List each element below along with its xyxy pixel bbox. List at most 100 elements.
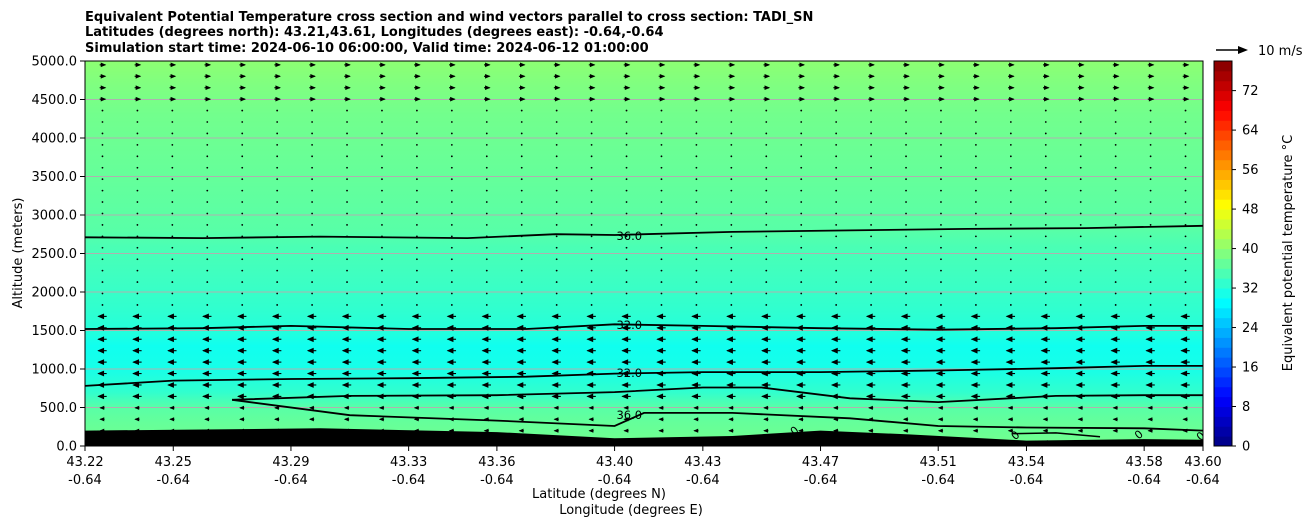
x-tick-label-lon: -0.64: [1010, 473, 1044, 488]
wind-vector-head: [798, 417, 804, 422]
wind-vector-head: [799, 73, 806, 79]
wind-vector-head: [202, 382, 209, 388]
quiver-key: 10 m/s: [1216, 44, 1303, 59]
wind-vector: [765, 109, 768, 112]
wind-vector-head: [1040, 347, 1048, 354]
wind-vector-head: [621, 336, 629, 343]
wind-vector-head: [656, 324, 664, 331]
wind-vector-head: [659, 85, 666, 91]
colorbar-tick-label: 40: [1242, 242, 1259, 257]
wind-vector: [660, 178, 663, 181]
wind-vector: [905, 178, 907, 181]
wind-vector: [1114, 304, 1117, 306]
wind-vector-head: [132, 359, 139, 365]
wind-vector-head: [1182, 405, 1188, 410]
y-tick-label: 4500.0: [32, 93, 78, 108]
wind-vector-head: [450, 73, 456, 79]
wind-vector: [765, 292, 768, 295]
wind-vector-head: [589, 96, 596, 102]
wind-vector-head: [761, 359, 768, 365]
wind-vector-head: [659, 96, 666, 102]
wind-vector: [835, 132, 838, 135]
wind-vector-head: [376, 370, 384, 377]
colorbar-band: [1214, 357, 1232, 368]
wind-vector-head: [1148, 62, 1155, 68]
wind-vector-head: [658, 405, 664, 410]
wind-vector: [136, 258, 139, 261]
wind-vector: [206, 178, 209, 181]
colorbar-band: [1214, 416, 1232, 427]
wind-vector: [730, 143, 733, 146]
wind-vector: [485, 292, 488, 295]
wind-vector-head: [205, 73, 212, 79]
wind-vector: [136, 246, 139, 249]
wind-vector: [241, 132, 244, 135]
wind-vector: [625, 258, 628, 261]
wind-vector: [835, 304, 838, 306]
wind-vector: [346, 224, 348, 226]
wind-vector: [1184, 132, 1187, 135]
wind-vector: [940, 121, 942, 123]
colorbar-band: [1214, 317, 1232, 329]
wind-vector-head: [100, 85, 107, 91]
colorbar-band: [1214, 209, 1232, 220]
wind-vector-head: [275, 62, 281, 68]
wind-vector: [1079, 201, 1082, 203]
wind-vector: [940, 246, 942, 249]
wind-vector: [520, 178, 523, 181]
wind-vector-head: [167, 382, 174, 388]
wind-vector: [1149, 235, 1152, 238]
wind-vector: [450, 235, 453, 238]
colorbar-band: [1214, 120, 1232, 131]
wind-vector: [381, 189, 383, 192]
wind-vector-head: [1110, 313, 1118, 320]
wind-vector: [101, 189, 104, 192]
wind-vector-head: [729, 96, 736, 102]
wind-vector: [905, 281, 907, 283]
wind-vector: [555, 258, 558, 261]
wind-vector: [905, 143, 907, 146]
wind-vector-head: [1040, 359, 1048, 365]
wind-vector: [1149, 201, 1152, 203]
wind-vector-head: [202, 313, 209, 320]
wind-vector: [1009, 258, 1012, 261]
wind-vector-head: [1078, 73, 1085, 79]
wind-vector: [590, 235, 593, 238]
wind-vector: [730, 121, 733, 123]
wind-vector: [625, 269, 628, 272]
wind-vector: [136, 212, 139, 215]
wind-vector-head: [413, 405, 419, 410]
wind-vector: [136, 281, 139, 283]
wind-vector: [625, 143, 628, 146]
wind-vector: [346, 304, 348, 306]
colorbar-band: [1214, 149, 1232, 161]
wind-vector: [1079, 235, 1082, 238]
wind-vector: [450, 189, 453, 192]
wind-vector: [1184, 121, 1187, 123]
wind-vector: [870, 304, 872, 306]
wind-vector: [870, 109, 872, 112]
contour-line: [85, 224, 1203, 240]
wind-vector: [311, 224, 313, 226]
wind-vector: [136, 201, 139, 203]
wind-vector-head: [240, 85, 247, 91]
wind-vector: [835, 212, 838, 215]
wind-vector-head: [554, 85, 561, 91]
y-tick-label: 3000.0: [32, 209, 78, 224]
wind-vector: [276, 132, 279, 135]
wind-vector: [1114, 121, 1117, 123]
wind-vector-head: [516, 347, 524, 354]
wind-vector: [171, 121, 174, 123]
wind-vector: [416, 155, 418, 158]
wind-vector: [870, 246, 872, 249]
wind-vector: [1114, 235, 1117, 238]
wind-vector-head: [726, 347, 733, 354]
wind-vector: [1114, 109, 1117, 112]
wind-vector: [800, 155, 803, 158]
wind-vector-head: [310, 96, 316, 102]
wind-vector-head: [135, 73, 142, 79]
wind-vector-head: [972, 405, 978, 410]
wind-vector-head: [343, 417, 349, 422]
wind-vector: [1114, 189, 1117, 192]
